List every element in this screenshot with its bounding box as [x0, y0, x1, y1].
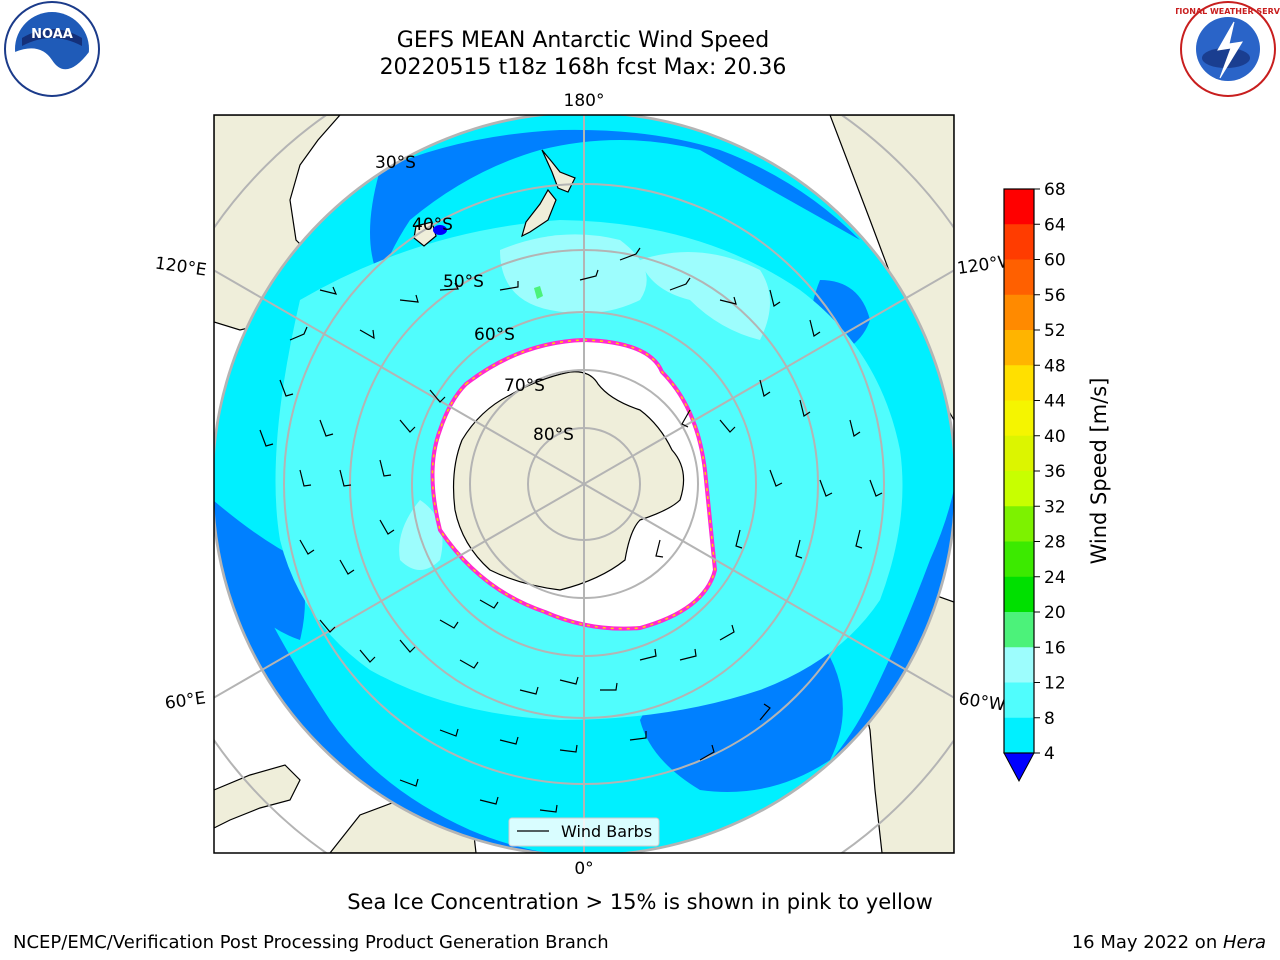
map-frame	[213, 114, 955, 854]
sea-ice-caption: Sea Ice Concentration > 15% is shown in …	[347, 890, 933, 914]
colorbar-ticks: 68 64 60 56 52 48 44 40 36 32 28 24 20 16 12 8 4	[1034, 180, 1066, 764]
latitude-labels: 30°S 40°S 50°S 60°S 70°S 80°S	[375, 153, 574, 445]
colorbar-tick-label: 24	[1044, 568, 1066, 588]
colorbar-segment	[1004, 189, 1034, 225]
colorbar-tick-label: 60	[1044, 251, 1066, 271]
antarctica-landmass	[452, 371, 685, 591]
colorbar-segment	[1004, 294, 1034, 331]
colorbar-segment	[1004, 224, 1034, 260]
colorbar-segment	[1004, 471, 1034, 507]
colorbar-tick-label: 32	[1044, 497, 1066, 517]
colorbar-tick-label: 64	[1044, 215, 1066, 235]
lon-label-120e: 120°E	[154, 254, 208, 281]
colorbar-tick-label: 48	[1044, 356, 1066, 376]
nws-logo-text: NATIONAL WEATHER SERVICE	[1176, 7, 1280, 16]
colorbar-tick-label: 56	[1044, 286, 1066, 306]
colorbar-under-arrow	[1003, 752, 1035, 783]
colorbar-tick-label: 12	[1044, 674, 1066, 694]
colorbar-segment	[1004, 365, 1034, 401]
colorbar-segment	[1004, 717, 1034, 754]
colorbar-tick-label: 52	[1044, 321, 1066, 341]
colorbar-segment	[1004, 330, 1034, 366]
colorbar-tick-label: 8	[1044, 709, 1055, 729]
wind-band-4-8-north	[370, 129, 860, 280]
colorbar-segment	[1004, 259, 1034, 296]
colorbar-tick-label: 4	[1044, 744, 1055, 764]
colorbar-segment	[1004, 435, 1034, 472]
footer-left: NCEP/EMC/Verification Post Processing Pr…	[13, 932, 609, 953]
legend-box	[508, 817, 660, 847]
colorbar-segment	[1004, 400, 1034, 437]
noaa-logo-text: NOAA	[31, 27, 73, 42]
lon-label-60e: 60°E	[164, 688, 207, 713]
colorbar-segment	[1004, 682, 1034, 719]
lat-label-50s: 50°S	[443, 272, 484, 292]
nws-logo: NATIONAL WEATHER SERVICE	[1176, 1, 1280, 97]
legend-label: Wind Barbs	[561, 822, 652, 841]
colorbar-tick-label: 20	[1044, 603, 1066, 623]
lon-label-180: 180°	[564, 91, 605, 111]
colorbar-tick-label: 40	[1044, 427, 1066, 447]
colorbar-segment	[1004, 576, 1034, 613]
lat-label-80s: 80°S	[533, 425, 574, 445]
colorbar-label: Wind Speed [m/s]	[1087, 378, 1111, 565]
colorbar-tick-label: 68	[1044, 180, 1066, 200]
wind-barbs	[259, 247, 883, 813]
colorbar-segments	[1004, 189, 1034, 754]
colorbar-segment	[1004, 541, 1034, 578]
lat-label-40s: 40°S	[412, 215, 453, 235]
new-zealand-south	[521, 188, 557, 238]
colorbar-tick-label: 28	[1044, 533, 1066, 553]
footer-host: Hera	[1222, 932, 1266, 953]
plot-subtitle: 20220515 t18z 168h fcst Max: 20.36	[379, 55, 787, 80]
colorbar-segment	[1004, 647, 1034, 683]
wind-band-4-8-south	[214, 484, 954, 853]
madagascar-landmass	[214, 764, 301, 829]
longitude-gridlines	[214, 115, 954, 853]
lat-label-30s: 30°S	[375, 153, 416, 173]
lon-label-0: 0°	[574, 859, 593, 879]
colorbar-tick-label: 44	[1044, 392, 1066, 412]
colorbar-tick-label: 16	[1044, 638, 1066, 658]
plot-title: GEFS MEAN Antarctic Wind Speed	[396, 28, 770, 53]
footer-date: 16 May 2022 on	[1071, 932, 1223, 953]
colorbar-tick-label: 36	[1044, 462, 1066, 482]
colorbar-segment	[1004, 506, 1034, 542]
colorbar: 68 64 60 56 52 48 44 40 36 32 28 24 20 16 12 8 4 Wind Sp…	[1003, 180, 1111, 783]
footer-right: 16 May 2022 on Hera	[1072, 932, 1266, 953]
lat-label-70s: 70°S	[504, 376, 545, 396]
colorbar-segment	[1004, 612, 1034, 648]
noaa-logo: NOAA	[4, 1, 100, 97]
lat-label-60s: 60°S	[474, 325, 515, 345]
